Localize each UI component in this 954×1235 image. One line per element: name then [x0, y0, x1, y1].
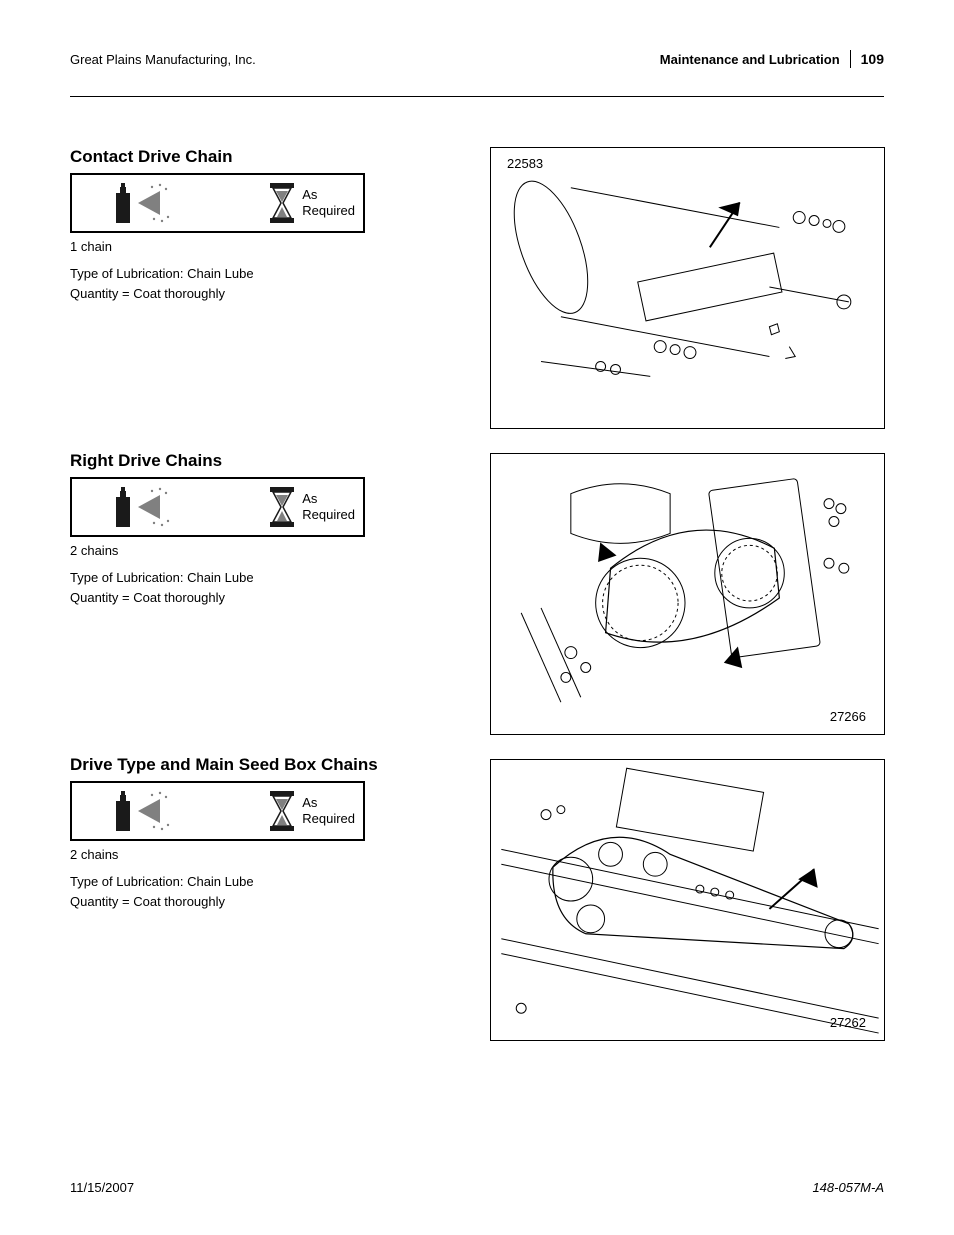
frequency-text: As Required — [302, 187, 355, 218]
section-title: Contact Drive Chain — [70, 147, 460, 167]
left-column: Contact Drive Chain — [70, 147, 460, 1065]
figure-number: 27266 — [830, 709, 866, 724]
figure-exploded-view-3: 27262 — [490, 759, 885, 1041]
lube-indicator-box: As Required — [70, 781, 365, 841]
lube-info: Type of Lubrication: Chain Lube Quantity… — [70, 568, 460, 607]
footer-date: 11/15/2007 — [70, 1180, 134, 1195]
section-contact-drive: Contact Drive Chain — [70, 147, 460, 303]
footer-docnum: 148-057M-A — [812, 1180, 884, 1195]
figure-number: 22583 — [507, 156, 543, 171]
hourglass-icon — [268, 181, 296, 225]
frequency-cell: As Required — [268, 789, 355, 833]
page-footer: 11/15/2007 148-057M-A — [70, 1180, 884, 1195]
content-area: Contact Drive Chain — [70, 147, 884, 1065]
page-header: Great Plains Manufacturing, Inc. Mainten… — [70, 50, 884, 97]
right-column: 22583 — [490, 147, 885, 1065]
section-seed-box: Drive Type and Main Seed Box Chains — [70, 755, 460, 911]
page-number: 109 — [861, 51, 884, 67]
header-right: Maintenance and Lubrication 109 — [660, 50, 884, 68]
section-title: Drive Type and Main Seed Box Chains — [70, 755, 460, 775]
section-name: Maintenance and Lubrication — [660, 52, 840, 67]
spray-lube-icon — [80, 787, 180, 835]
lube-info: Type of Lubrication: Chain Lube Quantity… — [70, 872, 460, 911]
lube-info: Type of Lubrication: Chain Lube Quantity… — [70, 264, 460, 303]
company-name: Great Plains Manufacturing, Inc. — [70, 52, 256, 67]
figure-exploded-view-2: 27266 — [490, 453, 885, 735]
frequency-text: As Required — [302, 795, 355, 826]
spray-lube-icon — [80, 179, 180, 227]
chain-count: 1 chain — [70, 239, 460, 254]
lube-indicator-box: As Required — [70, 477, 365, 537]
drive-chain-diagram-icon — [491, 760, 884, 1040]
lube-indicator-box: As Required — [70, 173, 365, 233]
figure-exploded-view-1: 22583 — [490, 147, 885, 429]
header-divider — [850, 50, 851, 68]
frequency-cell: As Required — [268, 181, 355, 225]
frequency-cell: As Required — [268, 485, 355, 529]
section-title: Right Drive Chains — [70, 451, 460, 471]
chain-count: 2 chains — [70, 847, 460, 862]
chain-count: 2 chains — [70, 543, 460, 558]
section-right-drive: Right Drive Chains — [70, 451, 460, 607]
figure-number: 27262 — [830, 1015, 866, 1030]
exploded-diagram-icon — [491, 148, 884, 428]
spray-lube-icon — [80, 483, 180, 531]
frequency-text: As Required — [302, 491, 355, 522]
hourglass-icon — [268, 485, 296, 529]
hourglass-icon — [268, 789, 296, 833]
chain-assembly-diagram-icon — [491, 454, 884, 734]
